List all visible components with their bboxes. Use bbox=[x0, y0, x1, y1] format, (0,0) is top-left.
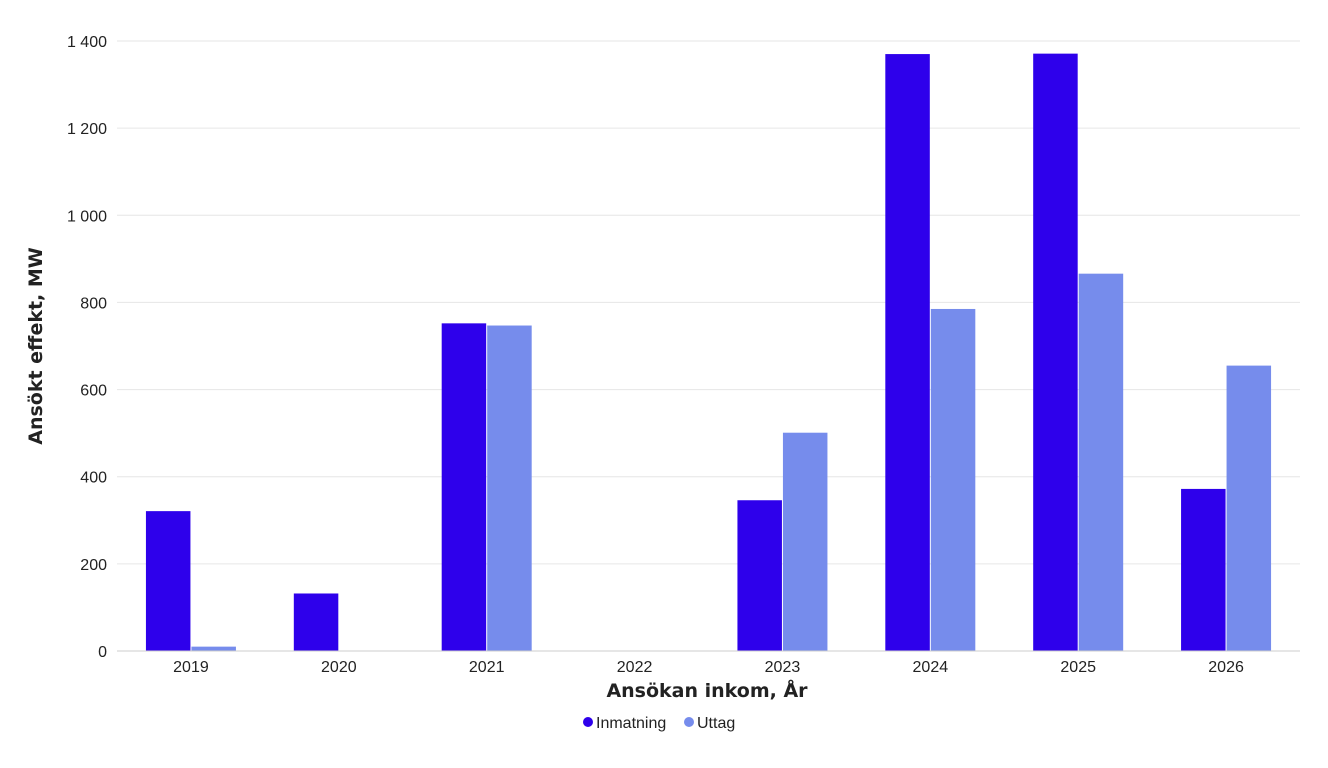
x-tick-label: 2021 bbox=[469, 659, 505, 676]
x-axis-title: Ansökan inkom, År bbox=[606, 678, 808, 702]
y-tick-label: 1 400 bbox=[67, 34, 107, 51]
y-tick-label: 800 bbox=[80, 295, 107, 312]
legend-marker-uttag bbox=[684, 717, 694, 727]
bar-inmatning-2025 bbox=[1033, 53, 1078, 651]
x-tick-label: 2024 bbox=[913, 659, 949, 676]
bar-inmatning-2026 bbox=[1181, 488, 1226, 651]
bar-inmatning-2024 bbox=[885, 54, 930, 652]
y-tick-label: 600 bbox=[80, 383, 107, 400]
x-tick-label: 2019 bbox=[173, 659, 209, 676]
legend-marker-inmatning bbox=[583, 717, 593, 727]
legend: Inmatning Uttag bbox=[583, 715, 735, 732]
bar-inmatning-2020 bbox=[293, 593, 339, 651]
x-tick-label: 2022 bbox=[617, 659, 653, 676]
bar-inmatning-2021 bbox=[441, 323, 487, 651]
bar-uttag-2023 bbox=[782, 432, 828, 651]
bar-uttag-2021 bbox=[487, 325, 532, 651]
bars bbox=[145, 53, 1272, 652]
y-tick-label: 1 200 bbox=[67, 121, 107, 138]
bar-uttag-2025 bbox=[1078, 273, 1124, 651]
bar-uttag-2024 bbox=[930, 308, 976, 651]
bar-inmatning-2019 bbox=[145, 511, 191, 651]
x-tick-label: 2026 bbox=[1208, 659, 1244, 676]
y-tick-label: 1 000 bbox=[67, 208, 107, 225]
legend-label-uttag: Uttag bbox=[697, 715, 735, 732]
gridlines bbox=[117, 40, 1300, 565]
x-tick-label: 2025 bbox=[1060, 659, 1096, 676]
y-tick-label: 400 bbox=[80, 470, 107, 487]
y-tick-label: 0 bbox=[98, 644, 107, 661]
bar-inmatning-2023 bbox=[737, 500, 782, 651]
y-axis-ticks: 0 200 400 600 800 1 000 1 200 1 400 bbox=[67, 34, 107, 661]
bar-uttag-2026 bbox=[1226, 365, 1272, 651]
y-axis-title: Ansökt effekt, MW bbox=[25, 247, 47, 445]
x-tick-label: 2020 bbox=[321, 659, 357, 676]
legend-label-inmatning: Inmatning bbox=[596, 715, 666, 732]
x-axis-ticks: 2019 2020 2021 2022 2023 2024 2025 2026 bbox=[173, 659, 1244, 676]
y-tick-label: 200 bbox=[80, 557, 107, 574]
bar-uttag-2019 bbox=[191, 646, 236, 651]
x-tick-label: 2023 bbox=[765, 659, 801, 676]
